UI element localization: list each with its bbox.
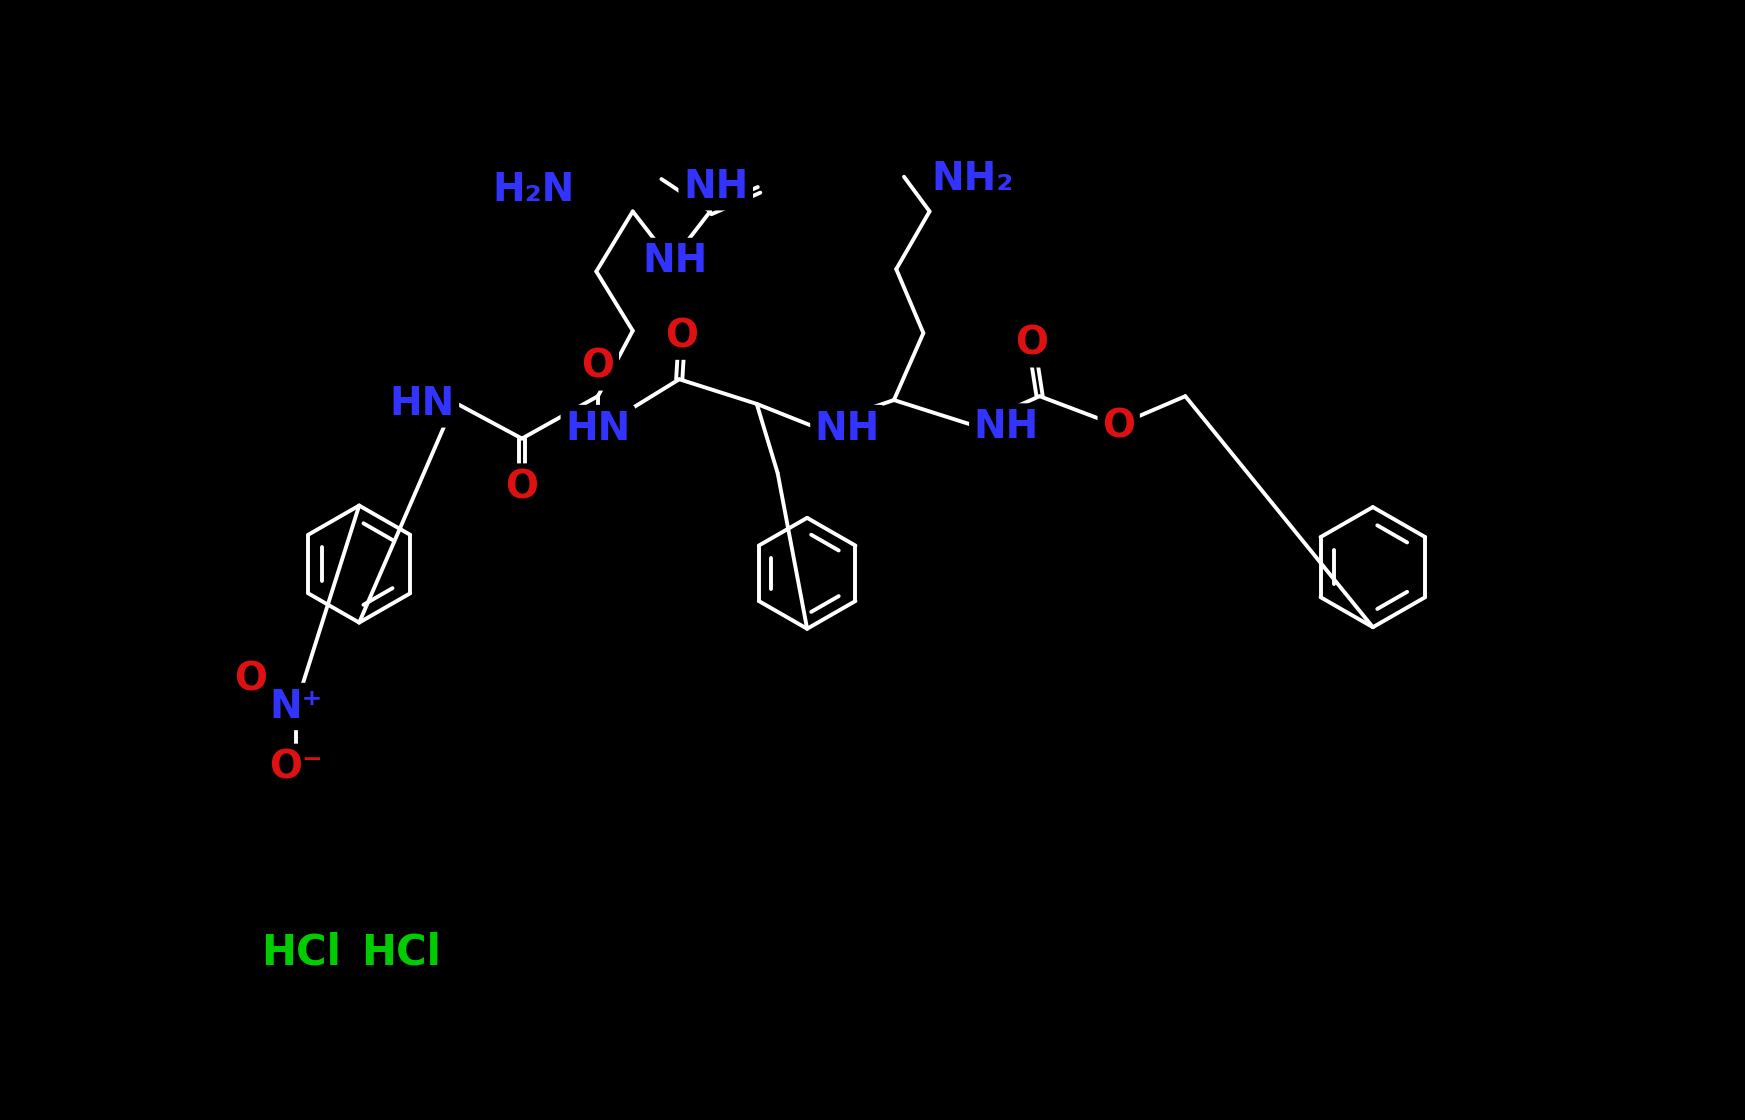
- Text: HN: HN: [389, 385, 454, 423]
- Text: O⁻: O⁻: [269, 748, 323, 786]
- Text: NH: NH: [815, 410, 879, 448]
- Text: H₂N: H₂N: [492, 171, 574, 208]
- Text: NH: NH: [642, 242, 708, 280]
- Text: N⁺: N⁺: [269, 688, 323, 726]
- Text: NH: NH: [682, 168, 749, 206]
- Text: O: O: [665, 317, 698, 355]
- Text: O: O: [1016, 325, 1049, 363]
- Text: HCl: HCl: [260, 932, 340, 974]
- Text: O: O: [581, 348, 614, 386]
- Text: O: O: [506, 468, 539, 506]
- Text: O: O: [234, 661, 267, 699]
- Text: NH₂: NH₂: [932, 160, 1014, 198]
- Text: HCl: HCl: [361, 932, 441, 974]
- Text: HN: HN: [565, 410, 630, 448]
- Text: O: O: [1103, 408, 1136, 446]
- Text: NH: NH: [974, 408, 1038, 446]
